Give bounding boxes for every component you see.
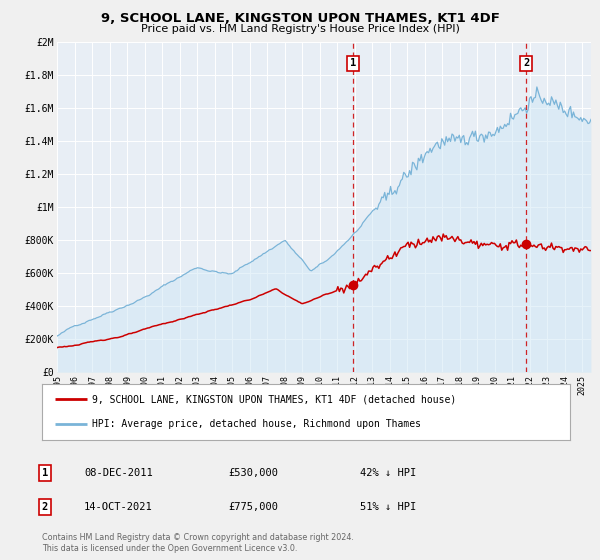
Text: 9, SCHOOL LANE, KINGSTON UPON THAMES, KT1 4DF (detached house): 9, SCHOOL LANE, KINGSTON UPON THAMES, KT… [92, 394, 457, 404]
Text: Price paid vs. HM Land Registry's House Price Index (HPI): Price paid vs. HM Land Registry's House … [140, 24, 460, 34]
Text: Contains HM Land Registry data © Crown copyright and database right 2024.
This d: Contains HM Land Registry data © Crown c… [42, 533, 354, 553]
Text: 51% ↓ HPI: 51% ↓ HPI [360, 502, 416, 512]
Text: 2: 2 [523, 58, 529, 68]
Text: 1: 1 [42, 468, 48, 478]
Text: 08-DEC-2011: 08-DEC-2011 [84, 468, 153, 478]
Text: HPI: Average price, detached house, Richmond upon Thames: HPI: Average price, detached house, Rich… [92, 419, 421, 429]
Text: £775,000: £775,000 [228, 502, 278, 512]
Text: 14-OCT-2021: 14-OCT-2021 [84, 502, 153, 512]
Text: £530,000: £530,000 [228, 468, 278, 478]
Text: 42% ↓ HPI: 42% ↓ HPI [360, 468, 416, 478]
Text: 1: 1 [350, 58, 356, 68]
Text: 2: 2 [42, 502, 48, 512]
Text: 9, SCHOOL LANE, KINGSTON UPON THAMES, KT1 4DF: 9, SCHOOL LANE, KINGSTON UPON THAMES, KT… [101, 12, 499, 25]
